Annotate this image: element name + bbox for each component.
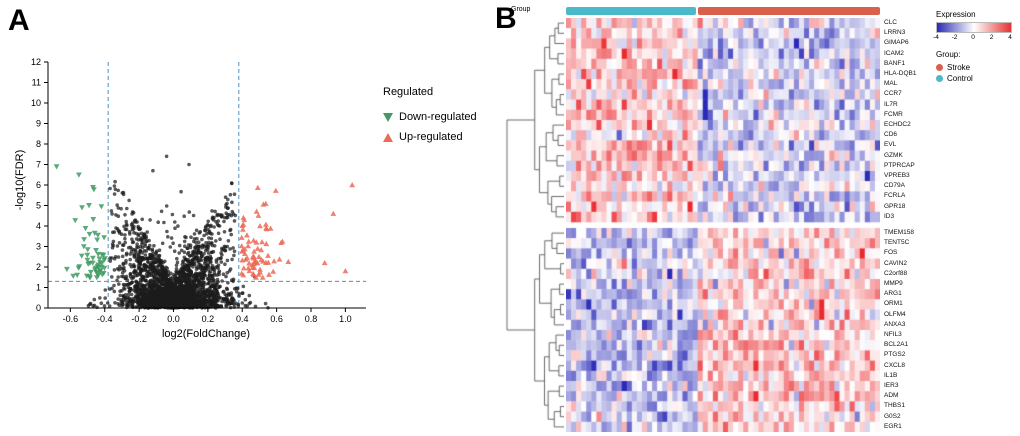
triangle-down-icon	[383, 112, 393, 122]
gene-labels: CLC LRRN3 GIMAP6 ICAM2 BANF1 HLA-DQB1 MAL CCR7 I…	[884, 18, 934, 432]
svg-text:2: 2	[36, 262, 41, 272]
y-axis-label: -log10(FDR)	[14, 149, 26, 211]
legend-title: Regulated	[383, 86, 434, 98]
volcano-plot: -0.6 -0.4 -0.2 0.0 0.2 0.4 0.6 0.8 1.0 0 1 2 3 4 5 6 7 8 9…	[8, 46, 478, 346]
gene-label-mmp9: MMP9	[884, 280, 903, 287]
gene-label-fcrla: FCRLA	[884, 192, 906, 200]
gene-label-evl: EVL	[884, 141, 897, 149]
svg-text:6: 6	[36, 180, 41, 190]
gene-label-orm1: ORM1	[884, 300, 903, 308]
gene-label-arg1: ARG1	[884, 290, 902, 298]
svg-text:0.4: 0.4	[236, 314, 249, 324]
legend-label-down: Down-regulated	[399, 111, 477, 123]
stroke-group-bar	[697, 7, 880, 15]
colorbar-gradient	[936, 22, 1012, 33]
svg-text:3: 3	[36, 242, 41, 252]
panel-a-label: A	[8, 4, 30, 37]
gene-label-adm: ADM	[884, 392, 899, 400]
gene-label-nfil3: NFIL3	[884, 331, 902, 338]
svg-text:4: 4	[36, 221, 41, 231]
colorbar-tick-label: 4	[1008, 34, 1012, 41]
svg-text:5: 5	[36, 201, 41, 211]
gene-label-cd79a: CD79A	[884, 182, 905, 190]
gene-label-cxcl8: CXCL8	[884, 361, 905, 369]
gene-label-banf1: BANF1	[884, 59, 905, 67]
legend-item-stroke: Stroke	[936, 62, 1018, 73]
svg-text:0: 0	[36, 303, 41, 313]
volcano-plot-canvas: -0.6 -0.4 -0.2 0.0 0.2 0.4 0.6 0.8 1.00123456789…	[31, 57, 366, 324]
gene-label-mal: MAL	[884, 80, 898, 88]
colorbar-tick-label: 2	[989, 34, 994, 41]
gene-label-echdc2: ECHDC2	[884, 121, 911, 128]
volcano-legend: Regulated Down-regulated Up-regulated	[383, 86, 477, 147]
gene-label-egr1: EGR1	[884, 422, 902, 430]
gene-label-olfm4: OLFM4	[884, 310, 906, 318]
gene-label-ier3: IER3	[884, 382, 899, 389]
heatmap-legend: Expression -4 -2 0 2 4 Group: Stroke Control	[933, 10, 1018, 84]
svg-text:0.2: 0.2	[202, 314, 215, 324]
legend-item-down: Down-regulated	[383, 107, 477, 127]
svg-text:1: 1	[36, 283, 41, 293]
stroke-dot-icon	[936, 64, 943, 71]
x-axis-label: log2(FoldChange)	[161, 328, 251, 340]
legend-item-up: Up-regulated	[383, 127, 477, 147]
gene-label-fcmr: FCMR	[884, 110, 903, 118]
row-dendrogram	[504, 18, 564, 432]
gene-label-ptprcap: PTPRCAP	[884, 161, 915, 169]
gene-label-il1b: IL1B	[884, 371, 898, 379]
svg-text:12: 12	[31, 57, 41, 67]
colorbar-tick-label: 0	[971, 34, 975, 41]
legend-label-stroke: Stroke	[947, 63, 971, 72]
legend-label-up: Up-regulated	[399, 131, 463, 143]
gene-label-c2orf88: C2orf88	[884, 269, 908, 277]
gene-label-il7r: IL7R	[884, 100, 898, 108]
gene-label-ptgs2: PTGS2	[884, 351, 906, 359]
gene-label-tent5c: TENT5C	[884, 239, 910, 247]
gene-label-bcl2a1: BCL2A1	[884, 341, 909, 349]
gene-label-fos: FOS	[884, 249, 898, 257]
svg-text:9: 9	[36, 119, 41, 129]
gene-label-clc: CLC	[884, 19, 898, 26]
svg-text:0.6: 0.6	[270, 314, 283, 324]
control-dot-icon	[936, 75, 943, 82]
svg-text:0.0: 0.0	[167, 314, 180, 324]
legend-label-control: Control	[947, 74, 973, 83]
svg-text:-0.2: -0.2	[131, 314, 147, 324]
svg-text:1.0: 1.0	[339, 314, 352, 324]
svg-text:0.8: 0.8	[305, 314, 318, 324]
colorbar-title: Expression	[936, 10, 976, 19]
gene-label-gpr18: GPR18	[884, 202, 906, 210]
colorbar-ticks: -4 -2 0 2 4	[933, 33, 1012, 43]
colorbar-tick-label: -4	[933, 34, 939, 41]
control-group-bar	[566, 7, 696, 15]
gene-label-icam2: ICAM2	[884, 49, 904, 57]
gene-label-ccr7: CCR7	[884, 90, 902, 98]
gene-label-lrrn3: LRRN3	[884, 29, 906, 37]
gene-label-id3: ID3	[884, 212, 895, 220]
gene-label-cavin2: CAVIN2	[884, 259, 907, 267]
svg-text:11: 11	[32, 78, 41, 88]
gene-label-hla-dqb1: HLA-DQB1	[884, 70, 917, 77]
gene-label-cd6: CD6	[884, 131, 898, 139]
gene-label-anxa3: ANXA3	[884, 320, 906, 328]
colorbar-tick-label: -2	[951, 34, 958, 41]
svg-text:10: 10	[31, 98, 41, 108]
gene-label-tmem158: TMEM158	[884, 229, 914, 236]
heatmap	[566, 18, 880, 432]
svg-text:-0.6: -0.6	[63, 314, 79, 324]
group-annotation-bar	[566, 7, 880, 15]
gene-label-g0s2: G0S2	[884, 412, 901, 420]
svg-text:-0.4: -0.4	[97, 314, 113, 324]
svg-text:8: 8	[36, 139, 41, 149]
gene-label-gzmk: GZMK	[884, 151, 903, 159]
triangle-up-icon	[383, 132, 393, 142]
legend-item-control: Control	[936, 73, 1018, 84]
gene-label-gimap6: GIMAP6	[884, 39, 909, 47]
gene-label-thbs1: THBS1	[884, 402, 905, 410]
svg-text:7: 7	[36, 160, 41, 170]
gene-label-vpreb3: VPREB3	[884, 172, 910, 179]
group-annotation-label: Group	[511, 6, 531, 13]
group-legend-title: Group:	[936, 50, 961, 59]
